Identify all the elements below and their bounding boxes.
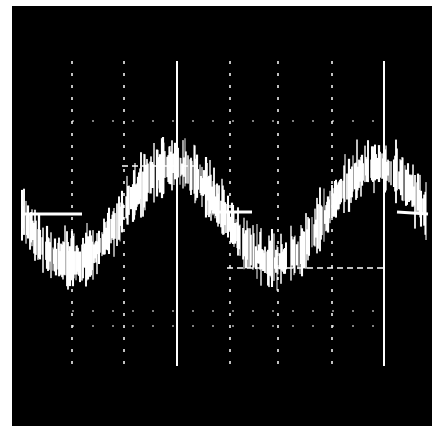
oscilloscope-display	[20, 61, 429, 366]
signal-trace	[20, 137, 429, 291]
oscilloscope-screen	[12, 6, 432, 426]
trace-baseline	[396, 210, 429, 216]
